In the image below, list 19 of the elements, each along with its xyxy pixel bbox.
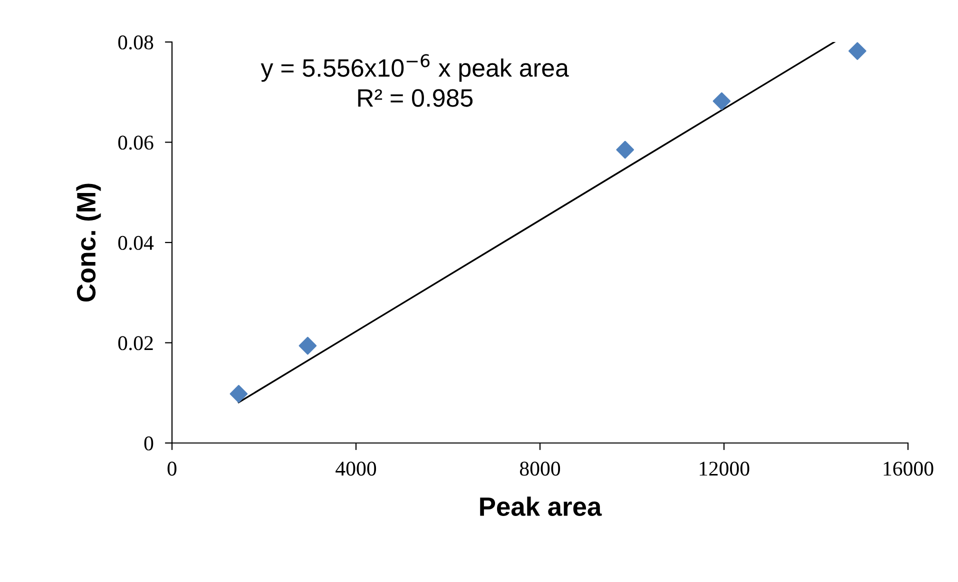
y-tick-label: 0.06	[118, 136, 154, 150]
y-tick-label: 0.02	[118, 336, 153, 350]
y-axis-title: Conc. (M)	[76, 184, 101, 302]
x-tick-label: 12000	[700, 462, 750, 476]
x-tick-label: 4000	[336, 462, 376, 476]
annotation: R² = 0.985	[358, 89, 473, 107]
y-tick-label: 0	[144, 436, 154, 450]
point	[616, 140, 634, 159]
point	[712, 92, 731, 110]
annotation: y = 5.556x10$^{−6}$ x peak area	[260, 54, 569, 82]
x-tick-label: 8000	[520, 462, 560, 476]
y-tick-label: 0.08	[118, 35, 154, 50]
x-tick-label: 0	[168, 462, 176, 476]
point	[298, 336, 317, 355]
point	[230, 384, 248, 403]
point	[848, 42, 866, 60]
y-tick-label: 0.04	[118, 236, 154, 250]
x-axis-title: Peak area	[480, 496, 602, 516]
x-tick-label: 16000	[884, 462, 934, 476]
